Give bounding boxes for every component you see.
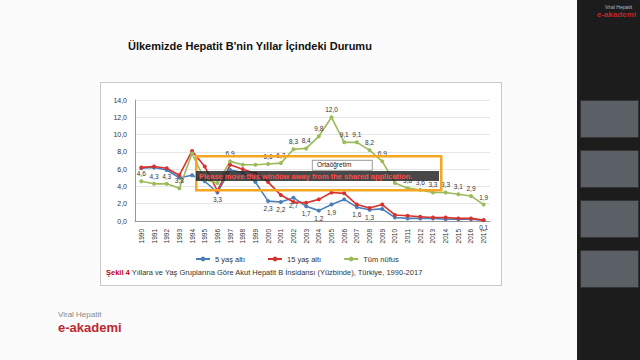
svg-text:9,8: 9,8 <box>314 125 323 132</box>
html-text:Viral Hepatit: Viral Hepatit <box>58 310 102 319</box>
svg-text:2009: 2009 <box>379 229 386 244</box>
svg-text:1,9: 1,9 <box>479 194 488 201</box>
svg-text:1,3: 1,3 <box>365 214 374 221</box>
svg-text:3,3: 3,3 <box>441 181 450 188</box>
svg-text:2,3: 2,3 <box>264 205 273 212</box>
svg-text:6,9: 6,9 <box>377 150 387 158</box>
svg-text:4,3: 4,3 <box>162 173 171 180</box>
svg-text:Ortaöğretim: Ortaöğretim <box>317 161 351 169</box>
svg-text:1991: 1991 <box>151 229 158 244</box>
svg-text:9,1: 9,1 <box>352 131 361 138</box>
svg-text:8,3: 8,3 <box>289 138 298 145</box>
svg-text:Tüm nüfus: Tüm nüfus <box>363 255 399 264</box>
svg-text:2013: 2013 <box>429 229 436 244</box>
svg-text:8,0: 8,0 <box>117 148 127 155</box>
svg-text:2016: 2016 <box>467 229 474 244</box>
html-text:Viral Hepatit: Viral Hepatit <box>605 4 633 10</box>
svg-text:2004: 2004 <box>315 229 322 244</box>
svg-text:4,6: 4,6 <box>137 170 146 177</box>
svg-text:2,0: 2,0 <box>117 200 127 207</box>
svg-text:0,1: 0,1 <box>479 224 488 231</box>
svg-text:1996: 1996 <box>214 229 221 244</box>
svg-text:Please move this window away f: Please move this window away from the sh… <box>199 172 412 181</box>
svg-text:2000: 2000 <box>265 229 272 244</box>
svg-text:1994: 1994 <box>189 229 196 244</box>
svg-text:12,0: 12,0 <box>325 106 338 113</box>
svg-text:1990: 1990 <box>138 229 145 244</box>
svg-text:1993: 1993 <box>176 229 183 244</box>
svg-text:2,7: 2,7 <box>289 202 298 209</box>
svg-text:15 yaş altı: 15 yaş altı <box>287 255 321 264</box>
svg-text:1995: 1995 <box>201 229 208 244</box>
svg-text:4,0: 4,0 <box>117 183 127 190</box>
svg-text:10,0: 10,0 <box>113 131 127 138</box>
svg-text:6,0: 6,0 <box>117 166 127 173</box>
svg-text:12,0: 12,0 <box>113 114 127 121</box>
svg-text:2011: 2011 <box>404 229 411 243</box>
svg-text:2017: 2017 <box>480 229 488 244</box>
svg-text:2014: 2014 <box>442 229 449 244</box>
svg-text:1997: 1997 <box>227 229 234 244</box>
svg-text:2002: 2002 <box>290 229 297 244</box>
svg-text:8,2: 8,2 <box>365 139 374 146</box>
svg-text:2007: 2007 <box>353 229 360 244</box>
svg-text:1,9: 1,9 <box>327 209 336 216</box>
html-text:e-akademi: e-akademi <box>597 10 637 19</box>
svg-text:1999: 1999 <box>252 229 259 244</box>
html-text:Şekil 4 Yıllara ve Yaş Gruplar: Şekil 4 Yıllara ve Yaş Gruplarına Göre A… <box>106 268 423 277</box>
html-text:e-akademi: e-akademi <box>58 320 122 335</box>
svg-text:8,4: 8,4 <box>302 137 311 144</box>
svg-text:2003: 2003 <box>303 229 310 244</box>
html-text:Ülkemizde Hepatit B'nin Yıllar: Ülkemizde Hepatit B'nin Yıllar İçindeki … <box>128 40 372 52</box>
svg-text:2005: 2005 <box>328 229 335 244</box>
svg-text:3,8: 3,8 <box>175 177 184 184</box>
svg-text:2001: 2001 <box>277 229 284 244</box>
svg-text:2,2: 2,2 <box>276 206 285 213</box>
svg-text:1998: 1998 <box>239 229 246 244</box>
svg-text:3,1: 3,1 <box>454 183 463 190</box>
svg-text:9,1: 9,1 <box>340 131 349 138</box>
svg-text:1,7: 1,7 <box>302 210 311 217</box>
html-text:3,8 3,6: 3,8 3,6 <box>403 177 425 186</box>
svg-text:2010: 2010 <box>391 229 398 244</box>
svg-text:2,9: 2,9 <box>466 185 475 192</box>
svg-text:0,0: 0,0 <box>117 218 127 225</box>
svg-text:4,3: 4,3 <box>149 173 158 180</box>
svg-text:5 yaş altı: 5 yaş altı <box>215 255 245 264</box>
svg-text:6,9: 6,9 <box>225 150 235 158</box>
svg-text:2012: 2012 <box>417 229 424 244</box>
svg-text:2008: 2008 <box>366 229 373 244</box>
svg-text:2015: 2015 <box>455 229 462 244</box>
svg-text:1992: 1992 <box>163 229 170 244</box>
svg-text:2006: 2006 <box>341 229 348 244</box>
svg-text:1,6: 1,6 <box>352 211 361 218</box>
svg-text:1,2: 1,2 <box>314 215 323 222</box>
svg-text:3,3: 3,3 <box>213 196 222 203</box>
svg-text:14,0: 14,0 <box>113 97 127 104</box>
